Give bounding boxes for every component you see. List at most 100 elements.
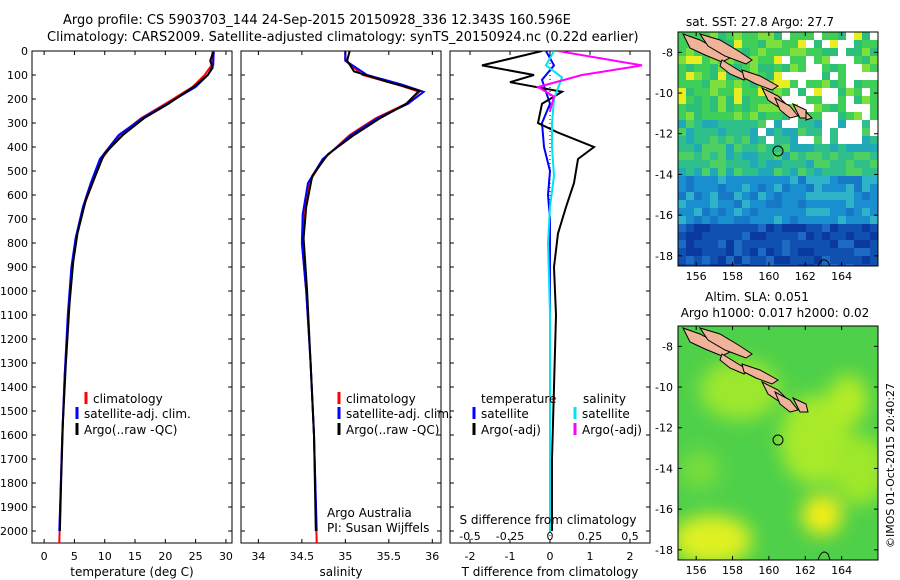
depth-tick-label: 1900 <box>0 501 28 514</box>
series-line <box>544 51 564 531</box>
depth-tick-label: 2000 <box>0 525 28 538</box>
legend-climatology: climatology <box>346 392 416 406</box>
x-tick-label: 15 <box>128 550 142 563</box>
legend-s-satellite: satellite <box>582 407 630 421</box>
legend-salinity-header: salinity <box>583 392 626 406</box>
legend-satellite-adj: satellite-adj. clim. <box>84 407 191 421</box>
sst-map-axes: -8 -10 -12 -14 -16 -18 156 158 160 162 164 <box>655 32 878 283</box>
series-line <box>58 51 215 532</box>
lon-tick-label: 164 <box>831 270 852 283</box>
depth-tick-label: 1000 <box>0 285 28 298</box>
depth-tick-label: 1200 <box>0 333 28 346</box>
lat-tick-label: -18 <box>655 544 673 557</box>
sst-map <box>678 32 878 266</box>
lon-tick-label: 158 <box>722 270 743 283</box>
lon-tick-label: 162 <box>795 270 816 283</box>
difference-series <box>481 51 643 543</box>
temperature-legend: climatology satellite-adj. clim. Argo(..… <box>75 392 191 437</box>
island-shapes <box>681 33 813 121</box>
x-tick-label: 35.5 <box>377 550 402 563</box>
series-line <box>481 51 597 531</box>
series-line <box>300 51 426 532</box>
x-tick-label: 34 <box>251 550 265 563</box>
depth-tick-label: 200 <box>7 93 28 106</box>
salinity-x-ticks: 34 34.5 35 35.5 36 <box>251 51 439 563</box>
legend-t-argo: Argo(-adj) <box>481 423 541 437</box>
lon-tick-label: 160 <box>758 270 779 283</box>
s-tick-label: -0.25 <box>496 530 524 543</box>
salinity-plot-frame <box>240 50 442 544</box>
x-tick-label: 2 <box>627 550 634 563</box>
series-line <box>302 51 422 532</box>
depth-tick-label: 0 <box>21 45 28 58</box>
legend-t-satellite: satellite <box>481 407 529 421</box>
s-tick-label: 0.5 <box>621 530 639 543</box>
salinity-legend: climatology satellite-adj. clim. Argo(..… <box>337 392 453 437</box>
x-tick-label: 30 <box>219 550 233 563</box>
lon-tick-label: 156 <box>686 564 707 577</box>
depth-tick-label: 500 <box>7 165 28 178</box>
depth-tick-label: 1100 <box>0 309 28 322</box>
lat-tick-label: -10 <box>655 87 673 100</box>
sst-map-title: sat. SST: 27.8 Argo: 27.7 <box>686 15 834 29</box>
difference-xlabel: T difference from climatology <box>461 565 639 579</box>
lat-tick-label: -10 <box>655 381 673 394</box>
sla-map-title-2: Argo h1000: 0.017 h2000: 0.02 <box>681 306 870 320</box>
temperature-xlabel: temperature (deg C) <box>70 565 193 579</box>
x-tick-label: 0 <box>547 550 554 563</box>
x-tick-label: 5 <box>71 550 78 563</box>
depth-tick-label: 600 <box>7 189 28 202</box>
temperature-plot-frame <box>31 50 233 544</box>
annotation-pi: PI: Susan Wijffels <box>327 521 429 535</box>
difference-x-ticks: -2 -1 0 1 2 -0.5 -0.25 0 0.25 0.5 <box>459 51 639 563</box>
lon-tick-label: 156 <box>686 270 707 283</box>
lat-tick-label: -8 <box>662 340 673 353</box>
depth-tick-label: 1700 <box>0 453 28 466</box>
depth-tick-label: 800 <box>7 237 28 250</box>
lat-tick-label: -18 <box>655 250 673 263</box>
legend-satellite-adj: satellite-adj. clim. <box>346 407 453 421</box>
x-tick-label: 25 <box>189 550 203 563</box>
depth-tick-label: 700 <box>7 213 28 226</box>
depth-tick-label: 1300 <box>0 357 28 370</box>
x-tick-label: 1 <box>587 550 594 563</box>
lon-tick-label: 162 <box>795 564 816 577</box>
s-tick-label: 0 <box>547 530 554 543</box>
x-tick-label: -2 <box>465 550 476 563</box>
depth-tick-label: 1600 <box>0 429 28 442</box>
difference-legend: temperature salinity satellite Argo(-adj… <box>472 392 642 437</box>
sla-map-frame <box>677 325 879 561</box>
x-tick-label: 35 <box>338 550 352 563</box>
lon-tick-label: 164 <box>831 564 852 577</box>
legend-climatology: climatology <box>93 392 163 406</box>
depth-tick-label: 1400 <box>0 381 28 394</box>
depth-tick-label: 300 <box>7 117 28 130</box>
depth-tick-label: 1500 <box>0 405 28 418</box>
argo-location-marker <box>772 145 784 157</box>
legend-s-argo: Argo(-adj) <box>582 423 642 437</box>
difference-top-xlabel: S difference from climatology <box>460 513 637 527</box>
temperature-series <box>58 51 215 543</box>
legend-argo: Argo(..raw -QC) <box>84 423 177 437</box>
sla-map-title-1: Altim. SLA: 0.051 <box>705 290 809 304</box>
s-tick-label: 0.25 <box>578 530 603 543</box>
temperature-x-ticks: 0 5 10 15 20 25 30 <box>41 51 233 563</box>
sla-map <box>678 326 878 560</box>
x-tick-label: 20 <box>158 550 172 563</box>
x-tick-label: -1 <box>505 550 516 563</box>
x-tick-label: 36 <box>425 550 439 563</box>
depth-axis: 0 100 200 300 400 500 600 700 800 900 1000 1100 1200… <box>0 45 650 538</box>
series-line <box>535 51 643 112</box>
annotation-argo-australia: Argo Australia <box>327 506 412 520</box>
lat-tick-label: -14 <box>655 168 673 181</box>
series-line <box>300 51 422 543</box>
lat-tick-label: -12 <box>655 422 673 435</box>
figure-title-line2: Climatology: CARS2009. Satellite-adjuste… <box>47 30 639 45</box>
depth-tick-label: 100 <box>7 69 28 82</box>
x-tick-label: 34.5 <box>290 550 315 563</box>
lat-tick-label: -8 <box>662 46 673 59</box>
lat-tick-label: -12 <box>655 128 673 141</box>
lon-tick-label: 160 <box>758 564 779 577</box>
salinity-xlabel: salinity <box>319 565 362 579</box>
